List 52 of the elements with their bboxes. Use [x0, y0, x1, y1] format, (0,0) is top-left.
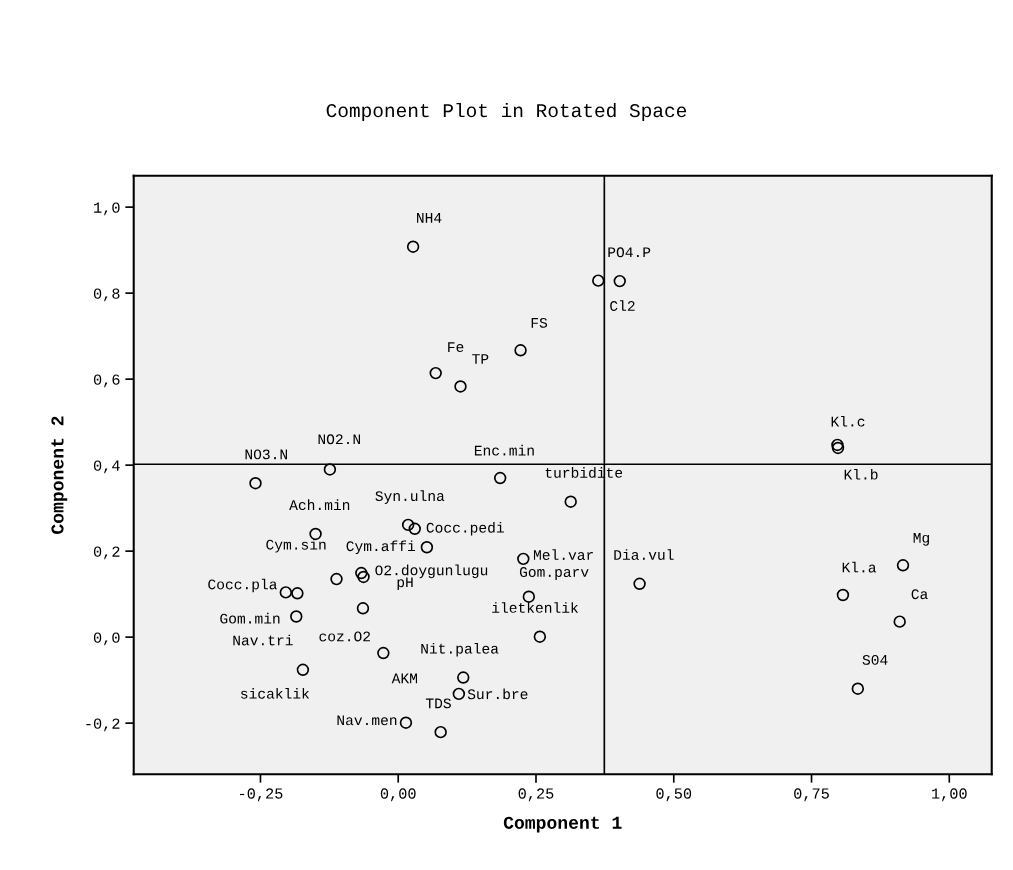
- x-axis-title: Component 1: [503, 816, 622, 833]
- annotation: Cocc.pedi: [426, 521, 504, 536]
- x-tick-label: 0,00: [380, 788, 416, 802]
- annotation: Gom.min: [220, 612, 280, 624]
- y-tick-label: 1,0: [94, 202, 120, 216]
- annotation: TP: [472, 354, 489, 364]
- x-tick-label: 1,00: [932, 788, 967, 802]
- annotation: Kl.a: [842, 561, 877, 573]
- annotation: Kl.c: [831, 415, 865, 427]
- x-tick-label: 0,75: [794, 788, 829, 802]
- annotation: iletkenlik: [492, 602, 579, 613]
- annotation: Fe: [448, 342, 464, 353]
- annotation: NO3.N: [245, 449, 287, 460]
- annotation: Nit.palea: [421, 642, 499, 657]
- annotation: Ach.min: [289, 499, 350, 511]
- annotation: S04: [862, 654, 888, 665]
- annotation: Syn.ulna: [375, 490, 445, 504]
- annotation: Enc.min: [474, 444, 534, 456]
- y-tick-label: 0,6: [93, 374, 120, 388]
- annotation: TDS: [425, 698, 451, 709]
- annotation: Gom.parv: [519, 567, 589, 580]
- y-tick-label: 0,4: [93, 460, 120, 474]
- annotation: Mg: [913, 533, 929, 546]
- annotation: NO2.N: [318, 434, 360, 445]
- annotation: Kl.b: [844, 468, 878, 480]
- annotation: PO4.P: [608, 247, 651, 258]
- annotation: Cym.sin: [266, 538, 326, 553]
- chart-title: Component Plot in Rotated Space: [326, 102, 687, 122]
- annotation: FS: [531, 317, 548, 328]
- annotation: pH: [397, 577, 413, 591]
- annotation: Cocc.pla: [208, 578, 277, 593]
- annotation: coz.O2: [319, 631, 370, 642]
- annotation: sicaklik: [241, 688, 310, 699]
- y-tick-label: 0,8: [93, 288, 120, 302]
- annotation: Nav.men: [337, 715, 397, 726]
- annotation: Cym.affi: [346, 540, 416, 555]
- y-tick-label: -0,2: [86, 718, 120, 732]
- annotation: Ca: [911, 589, 928, 600]
- annotation: NH4: [417, 213, 442, 223]
- annotation: Mel.var: [533, 549, 593, 561]
- x-tick-label: -0,25: [240, 788, 283, 802]
- y-tick-label: 0,0: [93, 632, 120, 646]
- annotation: Dia.vul: [614, 549, 674, 560]
- annotation: O2.doygunlugu: [375, 564, 488, 579]
- annotation: Nav.tri: [233, 634, 293, 646]
- y-axis-title: Component 2: [51, 416, 68, 534]
- annotation: AKM: [391, 673, 418, 684]
- x-tick-label: 0,25: [518, 788, 554, 802]
- x-tick-label: 0,50: [656, 788, 692, 802]
- y-tick-label: 0,2: [93, 546, 120, 560]
- annotation: Sur.bre: [467, 688, 528, 700]
- annotation: Cl2: [610, 300, 635, 311]
